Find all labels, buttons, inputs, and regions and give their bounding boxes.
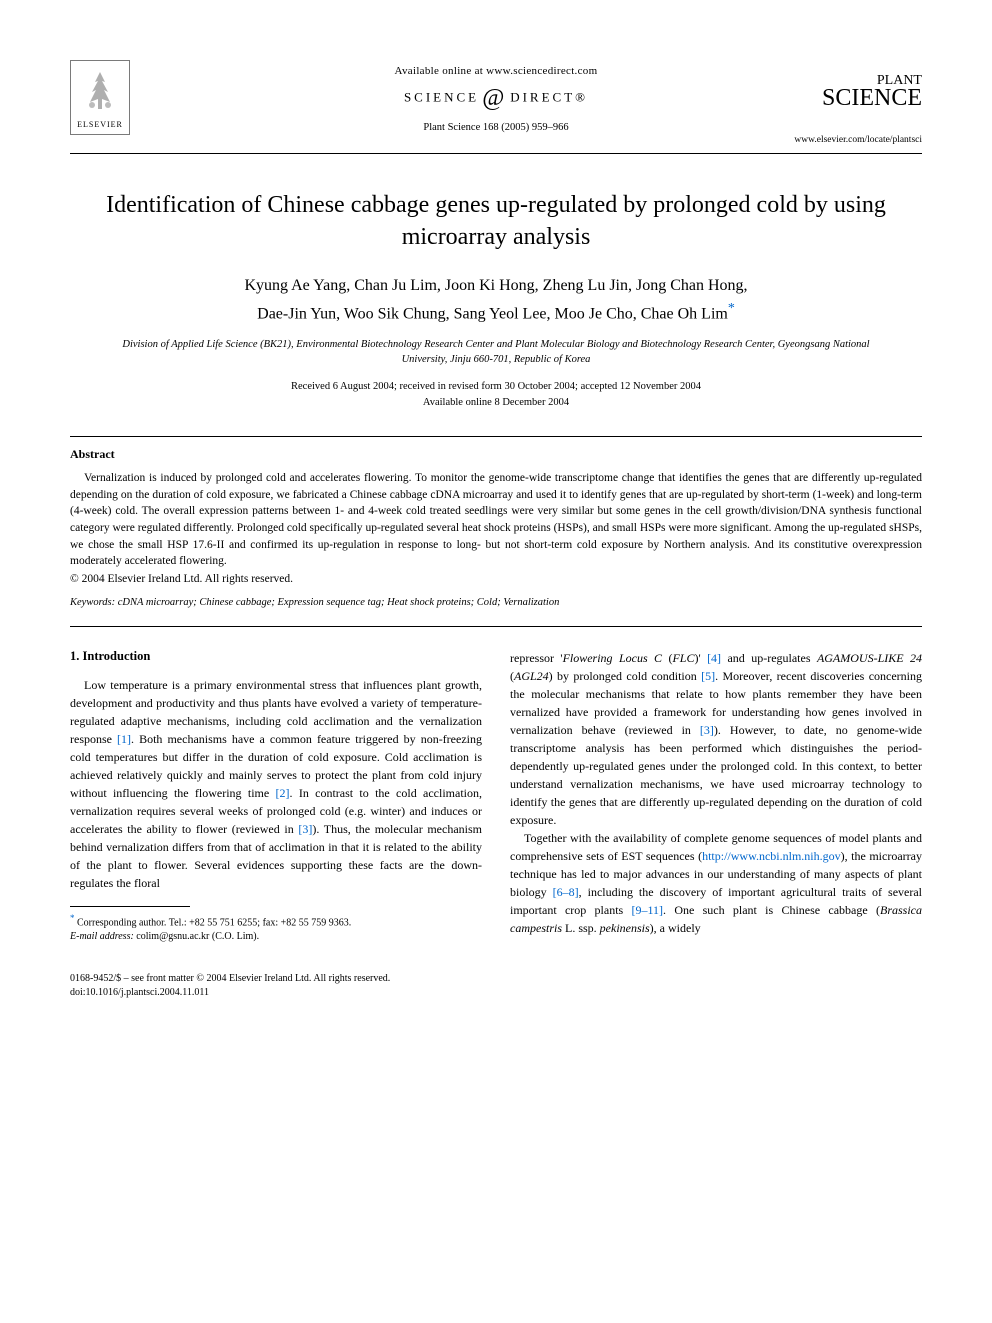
citation-link[interactable]: [2] (276, 786, 290, 800)
journal-citation: Plant Science 168 (2005) 959–966 (70, 122, 922, 133)
citation-link[interactable]: [5] (701, 669, 715, 683)
citation-link[interactable]: [6–8] (553, 885, 579, 899)
page-container: ELSEVIER Available online at www.science… (0, 0, 992, 1040)
corresponding-footnote: * Corresponding author. Tel.: +82 55 751… (70, 912, 482, 944)
gene-name: AGAMOUS-LIKE 24 (817, 651, 922, 665)
citation-link[interactable]: [3] (298, 822, 312, 836)
citation-link[interactable]: [1] (117, 732, 131, 746)
citation-link[interactable]: [4] (707, 651, 721, 665)
header-rule (70, 153, 922, 154)
dates-line1: Received 6 August 2004; received in revi… (291, 381, 701, 392)
corr-text: Corresponding author. Tel.: +82 55 751 6… (75, 917, 352, 928)
authors-line2: Dae-Jin Yun, Woo Sik Chung, Sang Yeol Le… (257, 305, 728, 322)
email-label: E-mail address: (70, 931, 134, 942)
gene-name: Flowering Locus C (563, 651, 669, 665)
intro-para1-left: Low temperature is a primary environment… (70, 676, 482, 892)
article-dates: Received 6 August 2004; received in revi… (70, 379, 922, 411)
intro-heading: 1. Introduction (70, 649, 482, 664)
text-span: ). However, to date, no genome-wide tran… (510, 723, 922, 827)
elsevier-logo: ELSEVIER (70, 60, 130, 135)
elsevier-label: ELSEVIER (77, 120, 123, 129)
article-title: Identification of Chinese cabbage genes … (100, 189, 892, 254)
text-span: . One such plant is Chinese cabbage ( (663, 903, 880, 917)
keywords: Keywords: cDNA microarray; Chinese cabba… (70, 597, 922, 608)
keywords-text: cDNA microarray; Chinese cabbage; Expres… (115, 597, 559, 608)
keywords-label: Keywords: (70, 597, 115, 608)
gene-abbr: AGL24 (514, 669, 549, 683)
sd-right: DIRECT® (510, 89, 588, 104)
footer-doi: doi:10.1016/j.plantsci.2004.11.011 (70, 986, 922, 1000)
available-online-text: Available online at www.sciencedirect.co… (70, 65, 922, 77)
elsevier-tree-icon (80, 67, 120, 118)
citation-link[interactable]: [3] (700, 723, 714, 737)
journal-url: www.elsevier.com/locate/plantsci (794, 135, 922, 145)
ncbi-url-link[interactable]: http://www.ncbi.nlm.nih.gov (702, 849, 841, 863)
abstract-copyright: © 2004 Elsevier Ireland Ltd. All rights … (70, 573, 922, 585)
left-column: 1. Introduction Low temperature is a pri… (70, 649, 482, 944)
species-name: pekinensis (600, 921, 650, 935)
affiliation: Division of Applied Life Science (BK21),… (70, 338, 922, 367)
abstract-top-rule (70, 436, 922, 437)
text-span: L. ssp. (565, 921, 600, 935)
corresponding-mark-icon[interactable]: * (728, 301, 735, 316)
email-address: colim@gsnu.ac.kr (C.O. Lim). (134, 931, 259, 942)
sciencedirect-logo: SCIENCE@DIRECT® (70, 85, 922, 112)
gene-abbr: FLC (672, 651, 694, 665)
page-footer: 0168-9452/$ – see front matter © 2004 El… (70, 972, 922, 1000)
header-center: Available online at www.sciencedirect.co… (70, 60, 922, 133)
journal-logo: PLANT SCIENCE (822, 75, 922, 109)
journal-science: SCIENCE (822, 85, 922, 111)
intro-para1-right: repressor 'Flowering Locus C (FLC)' [4] … (510, 649, 922, 829)
authors: Kyung Ae Yang, Chan Ju Lim, Joon Ki Hong… (70, 274, 922, 326)
abstract-bottom-rule (70, 626, 922, 627)
header-section: ELSEVIER Available online at www.science… (70, 60, 922, 154)
text-span: ) by prolonged cold condition (549, 669, 701, 683)
right-column: repressor 'Flowering Locus C (FLC)' [4] … (510, 649, 922, 944)
text-span: and up-regulates (721, 651, 817, 665)
abstract-text: Vernalization is induced by prolonged co… (70, 470, 922, 570)
footnote-rule (70, 906, 190, 907)
intro-para2: Together with the availability of comple… (510, 829, 922, 937)
text-span: )' (694, 651, 707, 665)
dates-line2: Available online 8 December 2004 (423, 397, 569, 408)
body-two-column: 1. Introduction Low temperature is a pri… (70, 649, 922, 944)
citation-link[interactable]: [9–11] (632, 903, 664, 917)
authors-line1: Kyung Ae Yang, Chan Ju Lim, Joon Ki Hong… (244, 277, 747, 294)
footer-copyright: 0168-9452/$ – see front matter © 2004 El… (70, 972, 922, 986)
sd-left: SCIENCE (404, 89, 479, 104)
title-section: Identification of Chinese cabbage genes … (70, 189, 922, 411)
abstract-heading: Abstract (70, 447, 922, 462)
text-span: ), a widely (650, 921, 701, 935)
at-icon: @ (482, 85, 507, 112)
text-span: repressor ' (510, 651, 563, 665)
